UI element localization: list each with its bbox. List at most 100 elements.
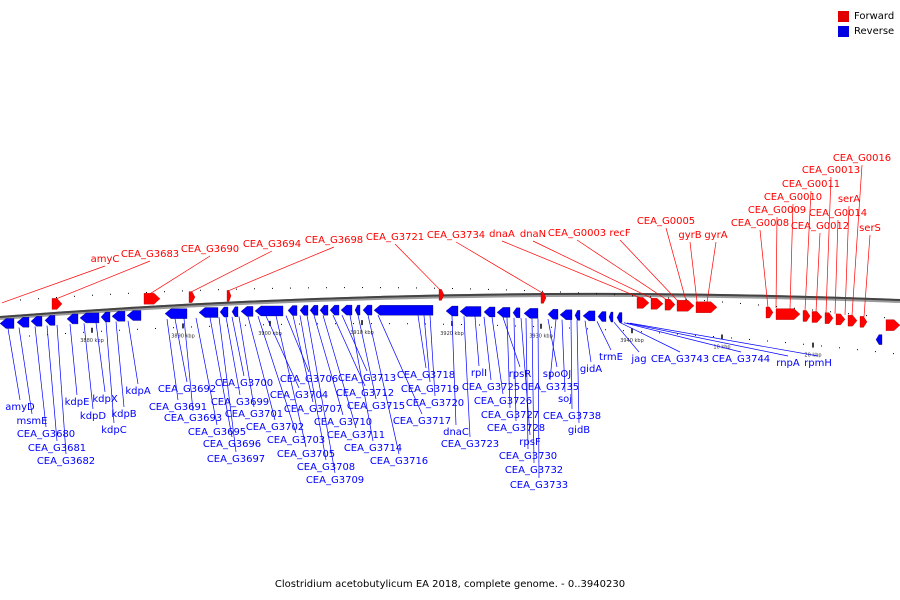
gene-label-msme: msmE xyxy=(16,416,47,427)
gene-label-cea-g3693: CEA_G3693 xyxy=(164,413,222,424)
leader-line xyxy=(789,203,794,310)
leader-line xyxy=(332,315,366,387)
gene-arrows xyxy=(0,289,900,345)
minor-tick xyxy=(434,287,435,289)
leader-line xyxy=(834,219,839,314)
minor-tick xyxy=(488,288,489,290)
gene-label-kdpd: kdpD xyxy=(80,411,106,422)
reverse-gene-arrow xyxy=(219,306,229,318)
minor-tick xyxy=(821,345,822,347)
minor-tick xyxy=(614,294,615,296)
gene-label-cea-g3713: CEA_G3713 xyxy=(338,373,396,384)
leader-line xyxy=(463,316,471,438)
leader-line xyxy=(804,190,812,311)
reverse-gene-arrow xyxy=(309,305,319,316)
gene-label-cea-g0009: CEA_G0009 xyxy=(748,205,806,216)
leader-line xyxy=(520,317,531,436)
leader-line xyxy=(491,316,504,395)
gene-label-rpsr: rpsR xyxy=(509,369,532,380)
leader-line xyxy=(227,246,335,292)
gene-label-cea-g3735: CEA_G3735 xyxy=(521,382,579,393)
leader-line xyxy=(306,315,336,474)
gene-label-cea-g3695: CEA_G3695 xyxy=(188,427,246,438)
gene-label-cea-g3734: CEA_G3734 xyxy=(427,230,485,241)
leader-line xyxy=(619,322,681,353)
gene-label-kdpa: kdpA xyxy=(125,386,150,397)
gene-label-cea-g3744: CEA_G3744 xyxy=(712,354,770,365)
gene-label-cea-g0011: CEA_G0011 xyxy=(782,179,840,190)
leader-line xyxy=(394,243,441,291)
scale-tick-label: 20 kbp xyxy=(804,353,821,359)
leader-line xyxy=(55,260,151,300)
minor-tick xyxy=(668,297,669,299)
leader-line xyxy=(474,316,480,367)
minor-tick xyxy=(407,323,408,325)
gene-label-sera: serA xyxy=(838,194,860,205)
gene-label-cea-g0016: CEA_G0016 xyxy=(833,153,891,164)
reverse-gene-arrow xyxy=(254,305,284,317)
gene-label-amyd: amyD xyxy=(5,402,35,413)
forward-gene-arrow xyxy=(765,306,774,319)
minor-tick xyxy=(767,340,768,342)
reverse-gene-arrow xyxy=(79,312,100,324)
reverse-gene-arrow xyxy=(198,307,219,318)
leader-line xyxy=(483,316,492,381)
minor-tick xyxy=(515,325,516,327)
leader-line xyxy=(513,317,517,422)
minor-tick xyxy=(830,311,831,313)
leader-line xyxy=(275,315,307,448)
legend-reverse: Reverse xyxy=(838,24,898,39)
leader-line xyxy=(506,317,511,409)
reverse-gene-arrow xyxy=(608,311,614,323)
reverse-gene-arrow xyxy=(459,306,482,317)
minor-tick xyxy=(191,326,192,328)
leader-line xyxy=(584,320,592,363)
minor-tick xyxy=(506,289,507,291)
minor-tick xyxy=(344,287,345,289)
minor-tick xyxy=(308,287,309,289)
forward-gene-arrow xyxy=(811,311,823,323)
minor-tick xyxy=(893,353,894,355)
gene-label-rnpa: rnpA xyxy=(776,358,800,369)
minor-tick xyxy=(497,324,498,326)
leader-line xyxy=(706,241,717,303)
leader-line xyxy=(83,323,94,410)
gene-label-cea-g3743: CEA_G3743 xyxy=(651,354,709,365)
leader-line xyxy=(689,241,698,302)
minor-tick xyxy=(209,325,210,327)
gene-label-kdpc: kdpC xyxy=(101,425,126,436)
leader-line xyxy=(613,321,640,353)
forward-gene-arrow xyxy=(636,297,650,309)
gene-label-kdpb: kdpB xyxy=(111,409,136,420)
forward-swatch xyxy=(838,11,849,22)
minor-tick xyxy=(740,302,741,304)
leader-line xyxy=(531,318,535,464)
minor-tick xyxy=(236,288,237,290)
map-caption: Clostridium acetobutylicum EA 2018, comp… xyxy=(274,579,626,590)
leader-line xyxy=(759,229,769,308)
leader-line xyxy=(665,227,687,301)
leader-line xyxy=(265,315,300,389)
scale-tick-label: 3900 kbp xyxy=(258,331,282,337)
leader-line xyxy=(377,314,423,415)
gene-label-cea-g3691: CEA_G3691 xyxy=(149,402,207,413)
reverse-gene-arrow xyxy=(240,306,254,317)
gene-label-cea-g3681: CEA_G3681 xyxy=(28,443,86,454)
gene-label-cea-g3727: CEA_G3727 xyxy=(481,410,539,421)
gene-label-cea-g0012: CEA_G0012 xyxy=(791,221,849,232)
leader-line xyxy=(429,315,436,397)
forward-gene-arrow xyxy=(51,298,63,310)
gene-label-cea-g3712: CEA_G3712 xyxy=(336,388,394,399)
reverse-gene-arrow xyxy=(582,310,596,322)
leader-line xyxy=(46,325,58,442)
leader-line xyxy=(825,176,832,313)
gene-label-cea-g0013: CEA_G0013 xyxy=(802,165,860,176)
forward-gene-arrow xyxy=(695,301,718,313)
leader-line xyxy=(292,315,314,403)
scale-tick-label: 3930 kbp xyxy=(529,334,553,340)
leader-line xyxy=(576,239,667,300)
gene-label-kdpx: kdpX xyxy=(92,394,117,405)
leader-line xyxy=(775,216,778,309)
minor-tick xyxy=(542,290,543,292)
minor-tick xyxy=(362,287,363,289)
